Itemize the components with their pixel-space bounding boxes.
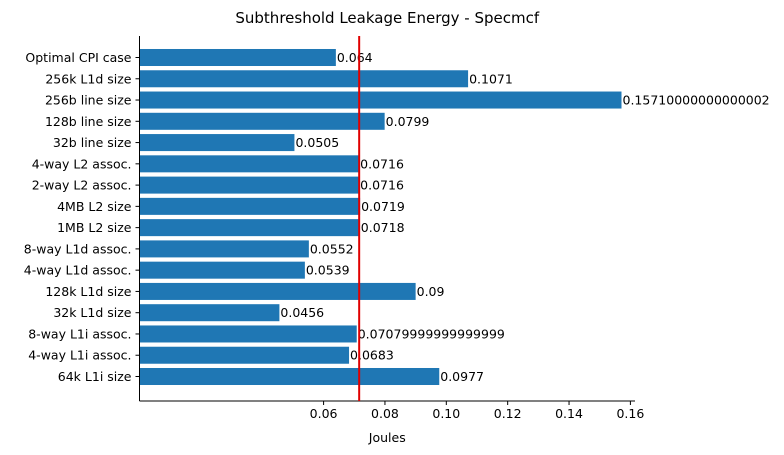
bar [139, 91, 622, 109]
bar-value-label: 0.1071 [469, 71, 513, 86]
bar [139, 304, 280, 322]
bar [139, 219, 360, 237]
bar-value-label: 0.0552 [310, 241, 354, 256]
bar-value-label: 0.0799 [386, 114, 430, 129]
bar-value-label: 0.09 [417, 284, 445, 299]
bar [139, 325, 357, 343]
bar [139, 48, 336, 67]
bar [139, 176, 360, 194]
y-tick-label: 8-way L1d assoc. [24, 241, 132, 256]
bar [139, 197, 361, 215]
bars-layer [139, 48, 622, 386]
y-tick-label: 32k L1d size [53, 305, 131, 320]
y-tick-label: 128k L1d size [45, 284, 131, 299]
bar [139, 70, 469, 88]
bar-value-label: 0.0683 [350, 348, 394, 363]
x-tick-label: 0.06 [310, 406, 338, 421]
bar-value-label: 0.0718 [361, 220, 405, 235]
bar-value-label: 0.0716 [360, 178, 404, 193]
y-axis-ticks: Optimal CPI case 256k L1d size 256b line s… [24, 50, 140, 384]
y-tick-label: 128b line size [45, 114, 132, 129]
x-axis-ticks: 0.06 0.08 0.10 0.12 0.14 0.16 [310, 401, 644, 421]
y-tick-label: 256k L1d size [45, 71, 131, 86]
bar [139, 240, 309, 258]
y-tick-label: 4-way L1i assoc. [28, 348, 131, 363]
y-tick-label: Optimal CPI case [25, 50, 131, 65]
bar-value-label: 0.07079999999999999 [358, 326, 505, 341]
bar-value-label: 0.0716 [360, 156, 404, 171]
bar [139, 367, 440, 386]
x-axis-label: Joules [368, 430, 406, 445]
x-tick-label: 0.14 [555, 406, 583, 421]
y-tick-label: 8-way L1i assoc. [28, 326, 131, 341]
bar [139, 346, 350, 364]
y-tick-label: 256b line size [45, 93, 132, 108]
y-tick-label: 32b line size [53, 135, 132, 150]
y-tick-label: 64k L1i size [58, 369, 132, 384]
bar-value-label: 0.0456 [280, 305, 324, 320]
x-tick-label: 0.08 [371, 406, 399, 421]
chart-title: Subthreshold Leakage Energy - Specmcf [235, 9, 539, 27]
y-tick-label: 4MB L2 size [57, 199, 132, 214]
bar-value-label: 0.15710000000000002 [623, 93, 770, 108]
bar-value-label: 0.0539 [306, 263, 350, 278]
y-tick-label: 4-way L1d assoc. [24, 263, 132, 278]
y-tick-label: 2-way L2 assoc. [32, 178, 132, 193]
value-labels-layer: 0.064 0.1071 0.15710000000000002 0.0799 0.05… [280, 50, 769, 384]
bar [139, 261, 305, 279]
x-tick-label: 0.10 [432, 406, 460, 421]
bar-value-label: 0.0977 [440, 369, 484, 384]
y-tick-label: 1MB L2 size [57, 220, 132, 235]
bar [139, 134, 295, 152]
bar [139, 112, 385, 130]
y-tick-label: 4-way L2 assoc. [32, 156, 132, 171]
x-tick-label: 0.12 [494, 406, 522, 421]
bar-value-label: 0.064 [337, 50, 373, 65]
bar-value-label: 0.0505 [295, 135, 339, 150]
x-tick-label: 0.16 [616, 406, 644, 421]
bar-value-label: 0.0719 [361, 199, 405, 214]
bar [139, 155, 360, 173]
bar [139, 282, 416, 300]
